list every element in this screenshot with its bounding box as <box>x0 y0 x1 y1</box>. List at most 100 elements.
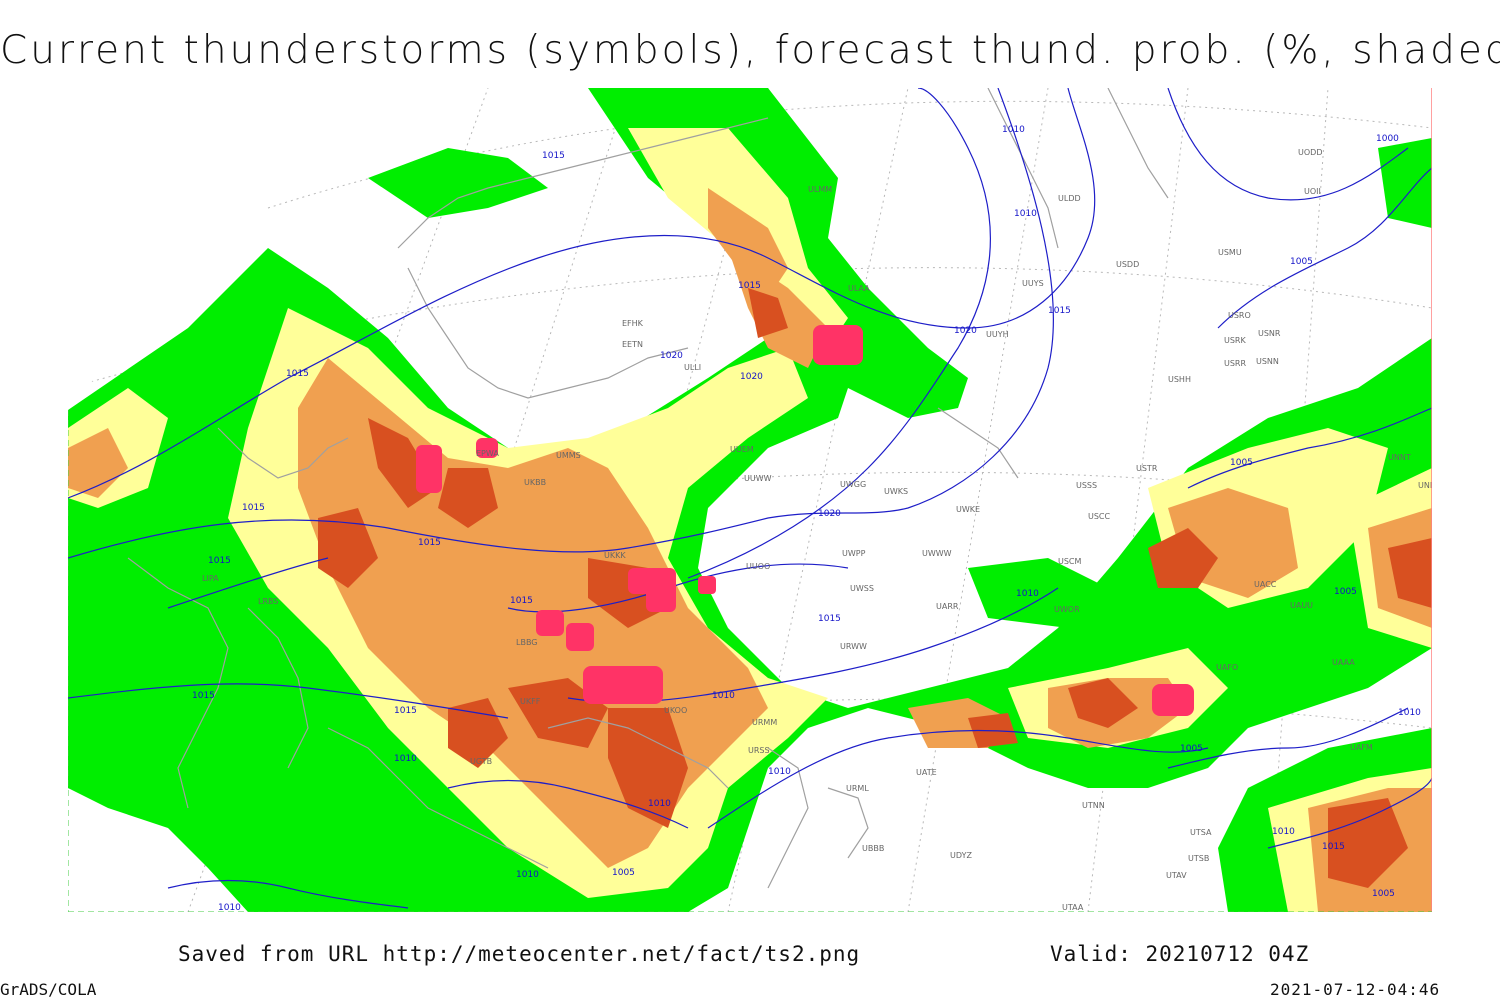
isobar-label: 1005 <box>612 868 635 878</box>
storm-cell <box>1152 684 1194 716</box>
isobar-label: 1015 <box>394 706 417 716</box>
station-code: USMU <box>1218 248 1242 257</box>
isobar-label: 1000 <box>1376 134 1399 144</box>
isobar-label: 1015 <box>510 596 533 606</box>
station-code: UKBB <box>524 478 546 487</box>
isobar-label: 1010 <box>768 767 791 777</box>
station-code: USTR <box>1136 464 1158 473</box>
station-code: UNNT <box>1388 453 1411 462</box>
station-code: UUWW <box>744 474 772 483</box>
isobar-label: 1015 <box>192 691 215 701</box>
station-code: EETN <box>622 340 643 349</box>
storm-cell <box>646 568 676 612</box>
footer-valid-time: Valid: 20210712 04Z <box>1050 942 1310 966</box>
isobar-label: 1020 <box>740 372 763 382</box>
station-code: UTAA <box>1062 903 1084 912</box>
station-code: UKOO <box>664 706 687 715</box>
station-code: UTNN <box>1082 801 1105 810</box>
station-code: UKFF <box>520 697 541 706</box>
station-code: UAUU <box>1290 601 1313 610</box>
station-code: UWOR <box>1054 605 1080 614</box>
station-code: UWKS <box>884 487 908 496</box>
station-code: UOII <box>1304 187 1321 196</box>
station-code: UWSS <box>850 584 874 593</box>
station-code: USNR <box>1258 329 1281 338</box>
isobar-label: 1015 <box>286 369 309 379</box>
isobar-label: 1010 <box>712 691 735 701</box>
station-code: UODD <box>1298 148 1322 157</box>
isobar-label: 1010 <box>218 903 241 912</box>
isobar-label: 1005 <box>1372 889 1395 899</box>
station-code: UAAA <box>1332 658 1355 667</box>
isobar-label: 1020 <box>818 509 841 519</box>
station-code: UAFO <box>1216 663 1238 672</box>
station-code: UKKK <box>604 551 626 560</box>
station-labels: EFHK EETN ULLI UUEM UUWW UWGG UWKS UWKE … <box>202 148 1432 912</box>
forecast-map: 1015 1010 1010 1000 1005 1015 1020 1020 … <box>68 88 1432 912</box>
isobar-label: 1010 <box>1014 209 1037 219</box>
station-code: UATE <box>916 768 937 777</box>
station-code: UARR <box>936 602 959 611</box>
storm-cell <box>536 610 564 636</box>
isobar-label: 1010 <box>394 754 417 764</box>
isobar-label: 1010 <box>1398 708 1421 718</box>
isobars <box>68 88 1432 909</box>
isobar-label: 1005 <box>1230 458 1253 468</box>
station-code: USRO <box>1228 311 1251 320</box>
storm-cell <box>583 666 663 704</box>
station-code: UDYZ <box>950 851 972 860</box>
isobar-label: 1010 <box>516 870 539 880</box>
station-code: LIPA <box>202 574 219 583</box>
footer-timestamp: 2021-07-12-04:46 <box>1270 980 1441 999</box>
storm-cell <box>698 576 716 594</box>
isobar-label: 1010 <box>1016 589 1039 599</box>
station-code: ULMM <box>808 185 832 194</box>
station-code: UUEM <box>730 445 754 454</box>
station-code: UUYH <box>986 330 1009 339</box>
isobar-label: 1010 <box>648 799 671 809</box>
isobar-label: 1010 <box>1002 125 1025 135</box>
station-code: UBBB <box>862 844 884 853</box>
isobar-label: 1015 <box>242 503 265 513</box>
station-code: ULAA <box>848 284 870 293</box>
isobar-label: 1020 <box>954 326 977 336</box>
footer-source-url: Saved from URL http://meteocenter.net/fa… <box>178 942 861 966</box>
station-code: UMMS <box>556 451 581 460</box>
isobar-label: 1015 <box>418 538 441 548</box>
station-code: URMM <box>752 718 777 727</box>
station-code: LRBS <box>258 597 278 606</box>
station-code: URWW <box>840 642 867 651</box>
isobar-label: 1015 <box>542 151 565 161</box>
station-code: USRR <box>1224 359 1246 368</box>
station-code: USDD <box>1116 260 1139 269</box>
isobar-label: 1005 <box>1334 587 1357 597</box>
isobar-labels: 1015 1010 1010 1000 1005 1015 1020 1020 … <box>192 125 1421 912</box>
station-code: ULLI <box>684 363 701 372</box>
station-code: EFHK <box>622 319 644 328</box>
station-code: ULDD <box>1058 194 1081 203</box>
isobar-label: 1015 <box>818 614 841 624</box>
station-code: URML <box>846 784 869 793</box>
station-code: USSS <box>1076 481 1097 490</box>
station-code: UGTB <box>470 757 492 766</box>
station-code: UTAV <box>1166 871 1187 880</box>
station-code: UWKE <box>956 505 980 514</box>
station-code: UWPP <box>842 549 866 558</box>
station-code: UTSA <box>1190 828 1212 837</box>
station-code: UWWW <box>922 549 952 558</box>
isobar-label: 1005 <box>1180 744 1203 754</box>
isobar-label: 1015 <box>738 281 761 291</box>
isobar-label: 1020 <box>660 351 683 361</box>
coastlines <box>127 88 1169 889</box>
footer-software: GrADS/COLA <box>0 980 97 999</box>
isobar-label: 1015 <box>1322 842 1345 852</box>
storm-cell <box>476 438 498 458</box>
station-code: URSS <box>748 746 770 755</box>
station-code: UACC <box>1254 580 1277 589</box>
storm-cell <box>566 623 594 651</box>
station-code: USHH <box>1168 375 1191 384</box>
station-code: USNN <box>1256 357 1279 366</box>
station-code: USCC <box>1088 512 1111 521</box>
station-code: EPWA <box>476 449 499 458</box>
station-code: USRK <box>1224 336 1246 345</box>
